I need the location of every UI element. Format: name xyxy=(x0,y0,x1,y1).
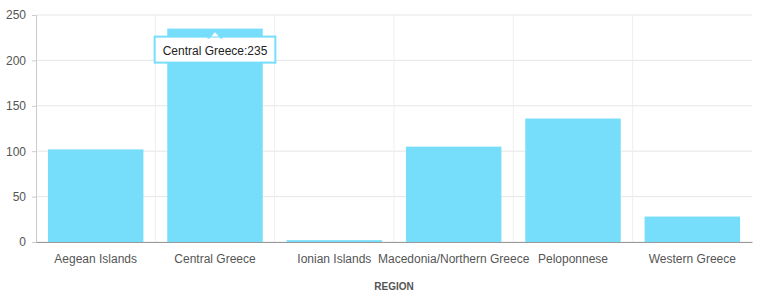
y-tick-mark xyxy=(32,60,36,61)
x-tick-label: Peloponnese xyxy=(538,252,608,266)
tooltip-pointer xyxy=(209,31,221,38)
x-tick: Western Greece xyxy=(649,242,736,266)
x-tick-label: Macedonia/Northern Greece xyxy=(378,252,530,266)
y-tick: 100 xyxy=(6,145,36,159)
x-axis-title: REGION xyxy=(374,281,413,292)
bar[interactable] xyxy=(287,240,382,242)
bar[interactable] xyxy=(406,147,501,242)
tooltip-text: Central Greece:235 xyxy=(163,44,268,58)
plot-area: 0 50 100 150 200 250 Aegean Islands Central Gre… xyxy=(6,8,753,265)
x-tick-label: Central Greece xyxy=(174,252,256,266)
y-tick-label: 200 xyxy=(6,54,26,68)
chart: 0 50 100 150 200 250 Aegean Islands Central Gre… xyxy=(0,0,768,298)
bar[interactable] xyxy=(48,149,143,242)
grid xyxy=(36,15,752,242)
y-axis-line xyxy=(32,16,37,243)
bar[interactable] xyxy=(645,217,740,242)
tooltip: Central Greece:235 xyxy=(155,31,276,63)
x-tick: Central Greece xyxy=(174,242,256,266)
grid-line-vertical xyxy=(394,15,395,242)
x-tick-label: Western Greece xyxy=(649,252,736,266)
x-tick: Aegean Islands xyxy=(54,242,137,266)
x-tick-label: Ionian Islands xyxy=(297,252,371,266)
y-tick-label: 0 xyxy=(19,235,26,249)
x-tick: Peloponnese xyxy=(538,242,608,266)
y-tick-mark xyxy=(32,106,36,107)
y-tick-label: 50 xyxy=(13,190,27,204)
x-axis: Aegean Islands Central Greece Ionian Islan… xyxy=(37,242,753,266)
y-tick: 200 xyxy=(6,54,36,68)
x-axis-line xyxy=(37,242,753,243)
grid-line-vertical xyxy=(632,15,633,242)
bar[interactable] xyxy=(525,119,620,242)
y-tick-label: 150 xyxy=(6,99,26,113)
bars xyxy=(48,29,740,242)
y-tick: 150 xyxy=(6,99,36,113)
grid-line-vertical xyxy=(513,15,514,242)
tooltip-box xyxy=(155,37,276,63)
y-tick-label: 100 xyxy=(6,145,26,159)
y-tick-mark xyxy=(32,242,36,243)
y-tick-mark xyxy=(32,151,36,152)
y-tick: 0 xyxy=(19,235,36,249)
x-tick: Macedonia/Northern Greece xyxy=(378,242,530,266)
y-tick: 250 xyxy=(6,8,36,22)
y-tick-label: 250 xyxy=(6,8,26,22)
y-tick-mark xyxy=(32,197,36,198)
y-tick-mark xyxy=(32,15,36,16)
tooltip-pointer-fill xyxy=(210,38,220,41)
y-tick: 50 xyxy=(13,190,36,204)
x-tick-label: Aegean Islands xyxy=(54,252,137,266)
x-tick: Ionian Islands xyxy=(297,242,371,266)
y-axis: 0 50 100 150 200 250 xyxy=(6,8,37,249)
